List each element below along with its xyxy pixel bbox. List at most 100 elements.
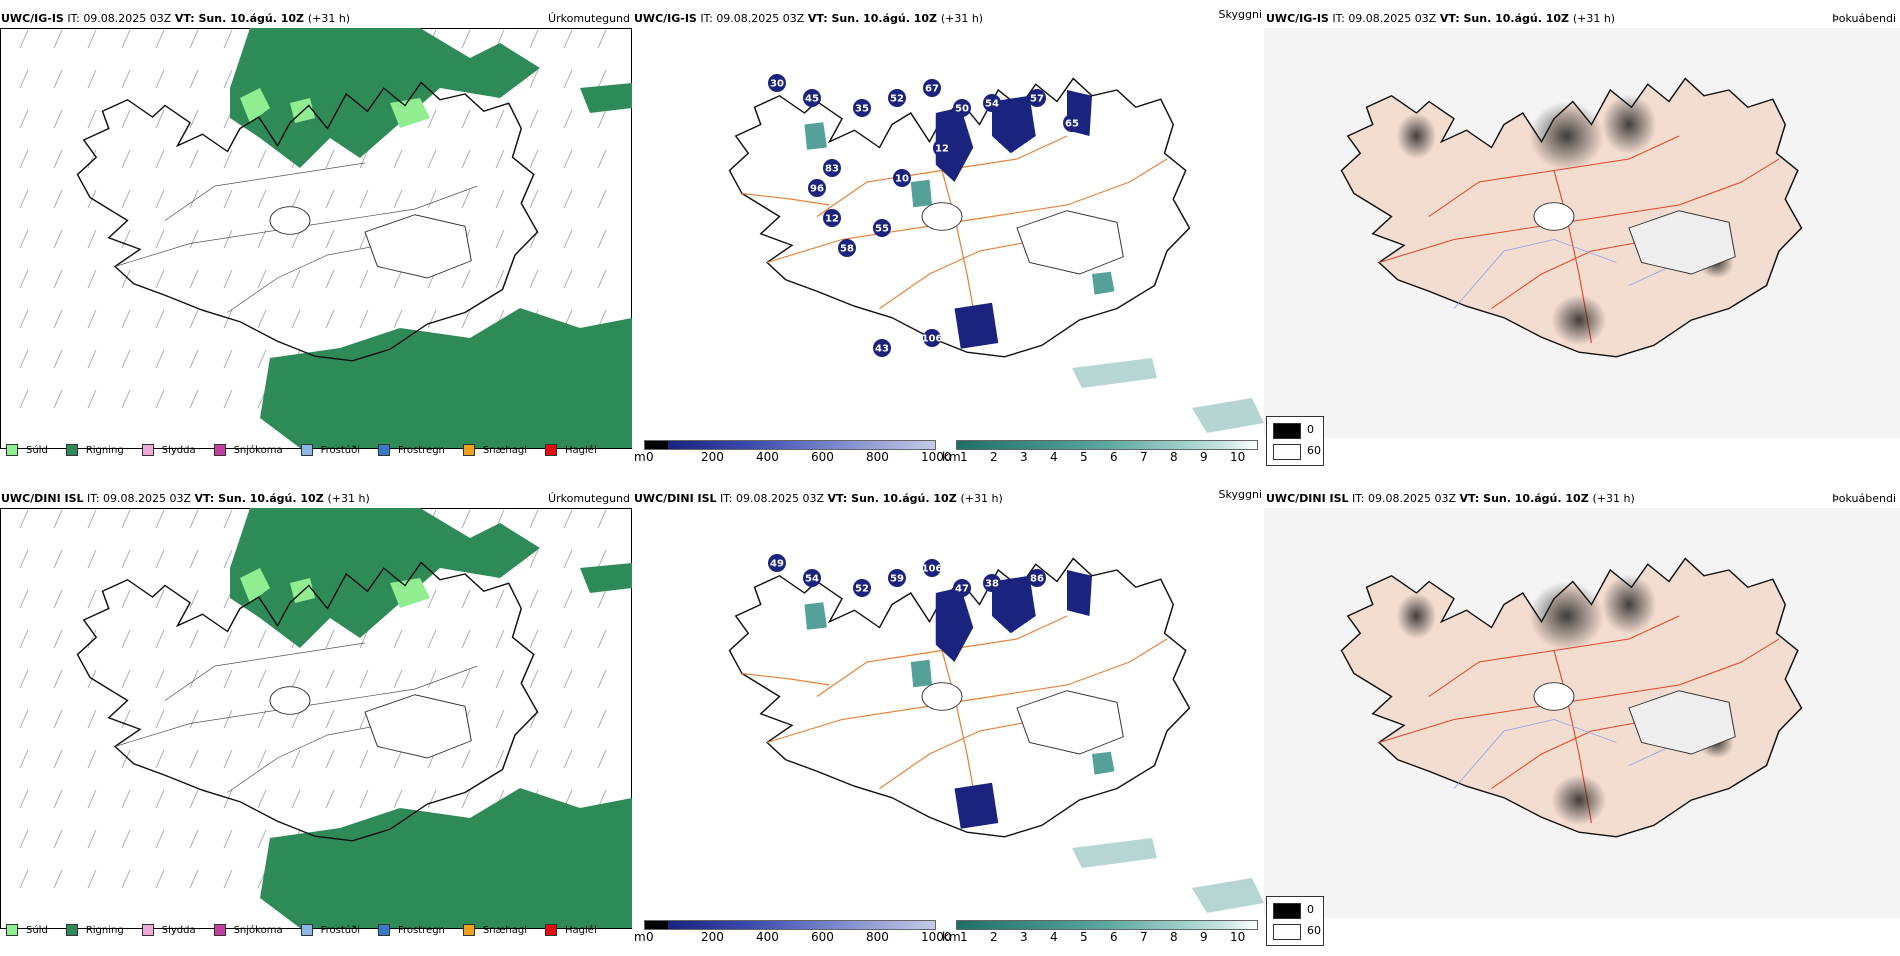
cloud-base-value: 106	[922, 334, 943, 345]
visibility-colorbar: km 1 2 3 4 5 6 7 8 9 10	[942, 920, 1264, 944]
cloud-base-value-marker	[853, 579, 871, 597]
cloud-base-value-marker	[808, 179, 826, 197]
cloud-base-value-marker	[873, 339, 891, 357]
legend-item: Frostregn	[378, 444, 445, 456]
colorbar-tick: 7	[1140, 450, 1148, 464]
precip-map	[0, 508, 632, 929]
legend-swatch	[65, 444, 78, 456]
precip-type-panel: UWC/IG-IS IT: 09.08.2025 03Z VT: Sun. 10…	[0, 4, 632, 476]
legend-swatch	[462, 444, 475, 456]
colorbar-tick: 0	[646, 450, 654, 464]
colorbar-tick: 5	[1080, 450, 1088, 464]
cloud-base-value-marker	[888, 569, 906, 587]
colorbar-tick: 0	[646, 930, 654, 944]
colorbar-tick: 800	[866, 930, 889, 944]
cloud-base-map: 49 54 52 59 106 47 38 86	[728, 554, 1264, 913]
cloud-base-panel: UWC/DINI ISL IT: 09.08.2025 03Z VT: Sun.…	[632, 484, 1264, 956]
colorbar-tick: 9	[1200, 930, 1208, 944]
cloud-base-value: 10	[895, 174, 909, 185]
fog-legend-high: 0	[1307, 903, 1314, 916]
colorbar-tick: 200	[701, 450, 724, 464]
panel-header: UWC/IG-IS IT: 09.08.2025 03Z VT: Sun. 10…	[1, 12, 351, 25]
colorbar-tick: 5	[1080, 930, 1088, 944]
cloud-base-value: 43	[875, 344, 889, 355]
precip-type-panel: UWC/DINI ISL IT: 09.08.2025 03Z VT: Sun.…	[0, 484, 632, 956]
legend-item: Súld	[6, 444, 48, 456]
precip-map	[0, 28, 632, 449]
cloud-base-value: 47	[955, 584, 969, 595]
legend-item: Slydda	[141, 444, 196, 456]
fog-legend-low: 60	[1307, 924, 1321, 937]
fog-title: Þokuábendi	[1832, 12, 1896, 25]
fog-title: Þokuábendi	[1832, 492, 1896, 505]
cloud-base-value: 106	[922, 564, 943, 575]
legend-swatch	[141, 444, 154, 456]
cloud-base-value-marker	[1063, 114, 1081, 132]
legend-swatch	[213, 444, 226, 456]
legend-swatch	[300, 924, 313, 936]
cloud-base-unit: m	[634, 930, 646, 944]
cloud-base-value-marker	[893, 169, 911, 187]
legend-item: Frostregn	[378, 924, 445, 936]
cloud-base-value: 52	[890, 94, 904, 105]
colorbar-tick: 600	[811, 930, 834, 944]
colorbar-tick: 400	[756, 450, 779, 464]
colorbar-tick: 800	[866, 450, 889, 464]
cloud-base-colorbar: m 0 200 400 600 800 1000	[634, 440, 952, 464]
colorbar-tick: 1	[960, 450, 968, 464]
cloud-base-value-marker	[933, 139, 951, 157]
panel-header: UWC/IG-IS IT: 09.08.2025 03Z VT: Sun. 10…	[1266, 12, 1616, 25]
legend-swatch	[213, 924, 226, 936]
cloud-base-map: 30 45 35 52 67 50 54 57 65 96 12 58 55 10 83 12 43 106	[728, 74, 1264, 433]
colorbar-tick: 3	[1020, 450, 1028, 464]
legend-swatch	[141, 924, 154, 936]
colorbar-tick: 8	[1170, 930, 1178, 944]
cloud-base-value-marker	[923, 559, 941, 577]
cloud-base-value: 65	[1065, 119, 1079, 130]
colorbar-tick: 6	[1110, 930, 1118, 944]
visibility-unit: km	[942, 930, 961, 944]
fog-legend-light	[1273, 444, 1301, 460]
legend-swatch	[65, 924, 78, 936]
panel-header: UWC/DINI ISL IT: 09.08.2025 03Z VT: Sun.…	[1266, 492, 1635, 505]
panel-header: UWC/DINI ISL IT: 09.08.2025 03Z VT: Sun.…	[1, 492, 370, 505]
panel-header: UWC/DINI ISL IT: 09.08.2025 03Z VT: Sun.…	[634, 492, 1003, 505]
colorbar-tick: 1	[960, 930, 968, 944]
panel-header: UWC/IG-IS IT: 09.08.2025 03Z VT: Sun. 10…	[634, 12, 984, 25]
legend-item: Snæhagl	[462, 924, 527, 936]
colorbar-tick: 4	[1050, 450, 1058, 464]
cloud-base-value-marker	[953, 99, 971, 117]
colorbar-tick: 2	[990, 450, 998, 464]
cloud-base-value: 96	[810, 184, 824, 195]
cloud-base-value-marker	[983, 94, 1001, 112]
cloud-base-value: 59	[890, 574, 904, 585]
legend-item: Snæhagl	[462, 444, 527, 456]
cloud-title: Skyggni	[1218, 488, 1262, 501]
legend-swatch	[545, 444, 558, 456]
legend-swatch	[378, 924, 390, 936]
cloud-base-unit: m	[634, 450, 646, 464]
cloud-base-value-marker	[983, 574, 1001, 592]
fog-legend-low: 60	[1307, 444, 1321, 457]
cloud-base-value-marker	[823, 209, 841, 227]
cloud-base-value-marker	[1028, 569, 1046, 587]
fog-legend-dark	[1273, 903, 1301, 919]
legend-item: Rigning	[65, 444, 124, 456]
fog-map	[1264, 508, 1900, 918]
cloud-base-value: 83	[825, 164, 839, 175]
cloud-base-value-marker	[923, 329, 941, 347]
cloud-base-value-marker	[803, 89, 821, 107]
legend-item: Haglél	[545, 924, 597, 936]
cloud-base-value: 86	[1030, 574, 1044, 585]
cloud-base-value: 12	[935, 144, 949, 155]
cloud-base-value: 57	[1030, 94, 1044, 105]
precip-legend: Súld Rigning Slydda Snjókoma Frostúði Frostre…	[6, 924, 611, 936]
precip-title: Úrkomutegund	[548, 12, 630, 25]
colorbar-tick: 10	[1230, 930, 1246, 944]
cloud-base-value: 12	[825, 214, 839, 225]
cloud-base-colorbar: m 0 200 400 600 800 1000	[634, 920, 952, 944]
colorbar-tick: 3	[1020, 930, 1028, 944]
legend-swatch	[462, 924, 475, 936]
fog-legend-light	[1273, 924, 1301, 940]
legend-swatch	[545, 924, 558, 936]
